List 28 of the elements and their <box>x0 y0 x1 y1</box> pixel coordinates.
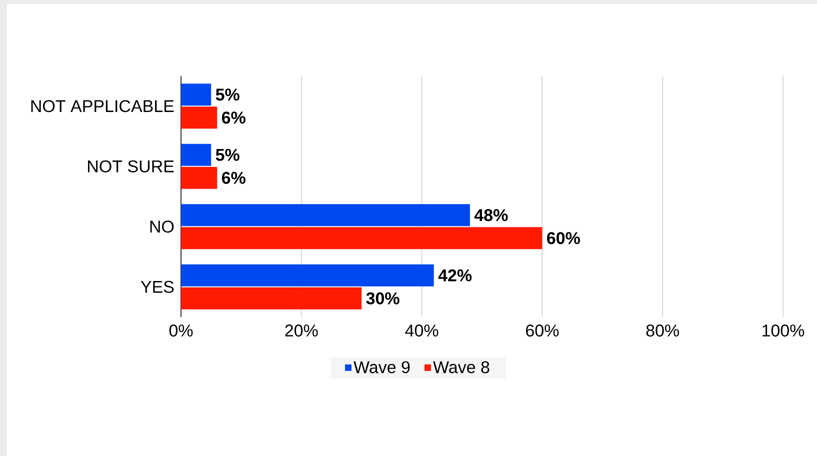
y-tick-label: NOT SURE <box>88 160 174 172</box>
data-label: 42% <box>438 269 472 282</box>
bar <box>181 287 362 310</box>
data-label: 5% <box>216 88 240 101</box>
x-tick-label: 20% <box>285 324 318 337</box>
data-label: 6% <box>222 172 246 184</box>
data-label: 6% <box>222 112 246 124</box>
data-label: 60% <box>547 232 580 244</box>
x-tick-label: 60% <box>526 324 559 337</box>
bar <box>181 166 218 189</box>
bar <box>181 227 542 250</box>
y-tick-label: NO <box>150 220 174 233</box>
bar <box>181 144 212 166</box>
bar <box>181 84 212 106</box>
y-tick-label: YES <box>140 280 174 293</box>
legend-label: Wave 8 <box>433 361 490 374</box>
x-tick-label: 40% <box>405 324 438 337</box>
x-tick-label: 0% <box>169 324 193 337</box>
bar <box>181 204 470 226</box>
y-tick-label: NOT APPLICABLE <box>31 100 174 112</box>
data-label: 30% <box>366 292 400 304</box>
data-label: 5% <box>216 148 240 161</box>
bar <box>181 106 218 129</box>
x-tick-label: 80% <box>646 324 679 337</box>
legend-label: Wave 9 <box>354 361 410 374</box>
x-tick-label: 100% <box>762 324 804 337</box>
bar <box>181 264 434 286</box>
data-label: 48% <box>474 209 508 222</box>
